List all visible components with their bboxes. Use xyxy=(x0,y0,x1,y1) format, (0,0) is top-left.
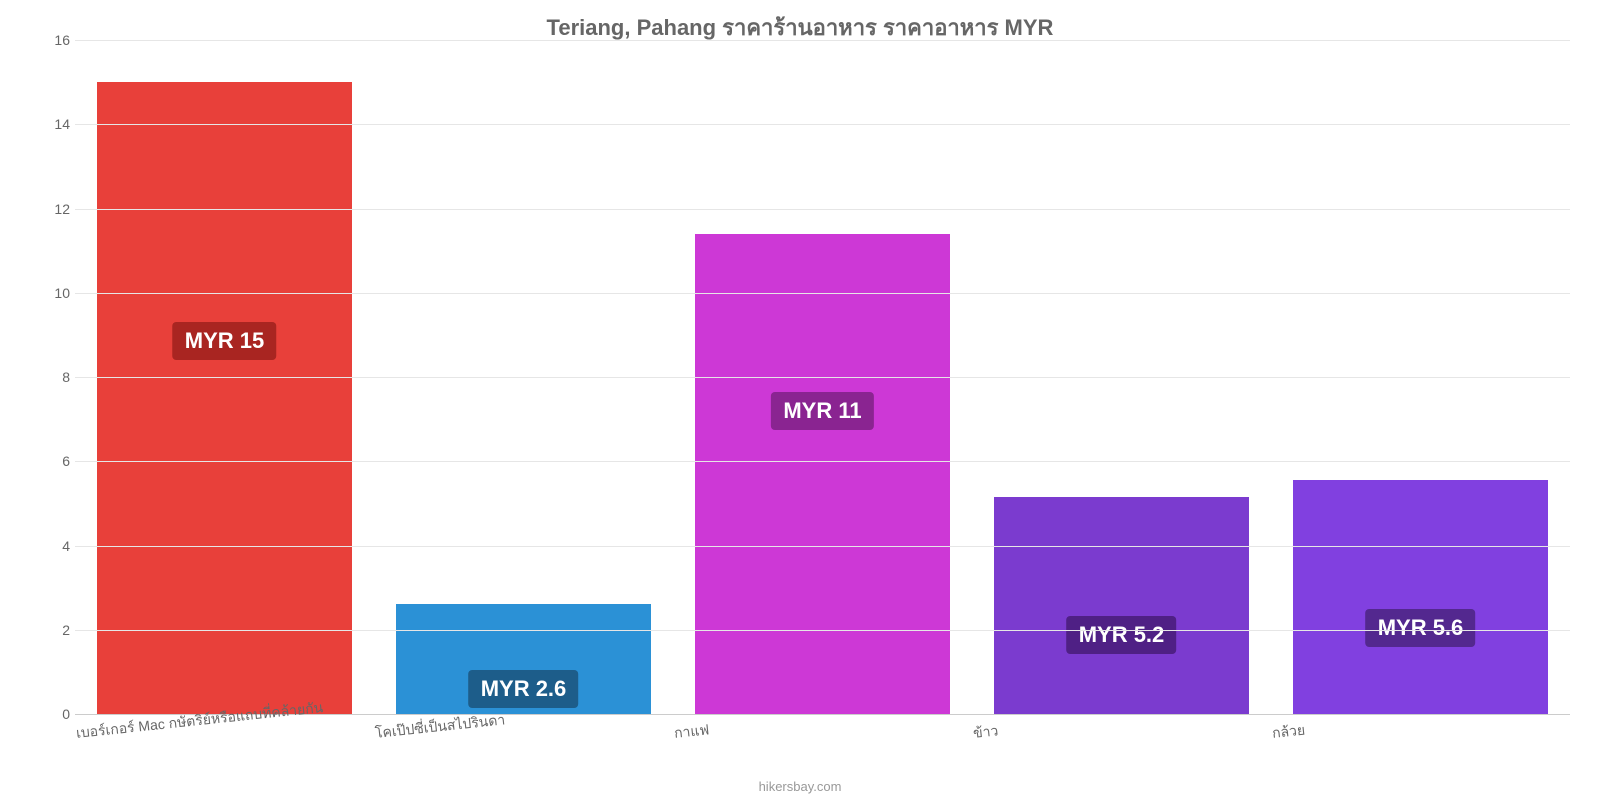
y-tick: 4 xyxy=(35,538,70,554)
gridline xyxy=(75,40,1570,41)
gridline xyxy=(75,124,1570,125)
attribution: hikersbay.com xyxy=(0,779,1600,794)
y-tick: 10 xyxy=(35,285,70,301)
y-tick: 2 xyxy=(35,622,70,638)
x-label-text: กล้วย xyxy=(1271,720,1306,745)
bar-value-label: MYR 5.6 xyxy=(1366,609,1476,647)
bar: MYR 5.2 xyxy=(994,497,1248,714)
y-tick: 8 xyxy=(35,369,70,385)
gridline xyxy=(75,630,1570,631)
plot-area: 0246810121416 MYR 15MYR 2.6MYR 11MYR 5.2… xyxy=(75,40,1570,715)
gridline xyxy=(75,209,1570,210)
bar: MYR 15 xyxy=(97,82,351,714)
y-tick: 0 xyxy=(35,706,70,722)
bar: MYR 2.6 xyxy=(396,604,650,714)
gridline xyxy=(75,293,1570,294)
x-label-text: ข้าว xyxy=(972,720,999,745)
x-label-text: โคเป๊ปซี่เป็นสไปรินดา xyxy=(374,709,506,745)
bar-value-label: MYR 15 xyxy=(173,322,276,360)
gridline xyxy=(75,377,1570,378)
bar-value-label: MYR 2.6 xyxy=(469,670,579,708)
y-tick: 14 xyxy=(35,116,70,132)
gridline xyxy=(75,461,1570,462)
y-tick: 6 xyxy=(35,453,70,469)
gridline xyxy=(75,546,1570,547)
bar: MYR 11 xyxy=(695,234,949,714)
price-chart: Teriang, Pahang ราคาร้านอาหาร ราคาอาหาร … xyxy=(0,0,1600,800)
bar-value-label: MYR 11 xyxy=(771,392,873,430)
bar-value-label: MYR 5.2 xyxy=(1067,616,1177,654)
y-tick: 16 xyxy=(35,32,70,48)
y-tick: 12 xyxy=(35,201,70,217)
x-label-text: กาแฟ xyxy=(673,719,710,745)
bar: MYR 5.6 xyxy=(1293,480,1547,714)
